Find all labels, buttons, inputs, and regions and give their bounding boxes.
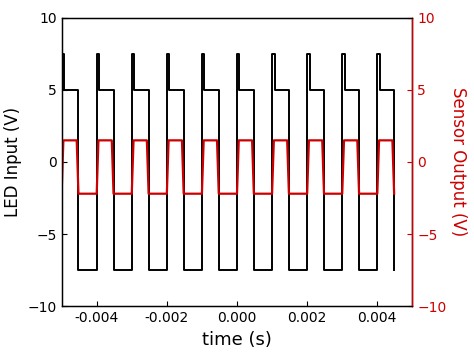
X-axis label: time (s): time (s): [202, 331, 272, 349]
Y-axis label: LED Input (V): LED Input (V): [4, 107, 22, 217]
Y-axis label: Sensor Output (V): Sensor Output (V): [449, 87, 467, 237]
